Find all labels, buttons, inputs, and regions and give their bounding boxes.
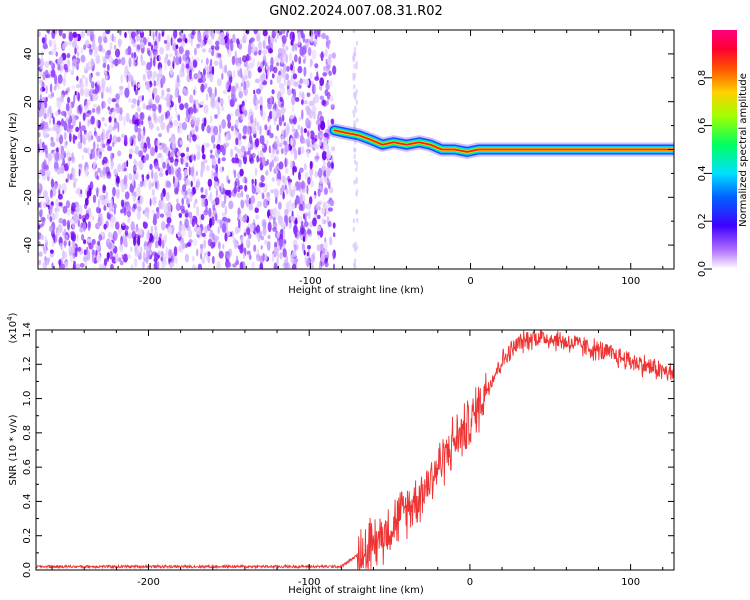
- spectrogram-x-axis-label: Height of straight line (km): [288, 285, 424, 296]
- colorbar-tick-label: 0.6: [697, 118, 708, 134]
- snr-x-tick-label: 100: [621, 577, 640, 588]
- snr-x-tick-label: 0: [467, 577, 473, 588]
- snr-y-tick-label: 0.8: [22, 425, 33, 441]
- snr-series-line: [36, 330, 674, 570]
- snr-y-axis-label: SNR (10 * v/v): [8, 414, 19, 485]
- signal-track-layer-5: [333, 129, 674, 153]
- snr-y-tick-label: 0.0: [22, 562, 33, 578]
- colorbar-tick-label: 0.2: [697, 213, 708, 229]
- spectrogram-y-tick-label: 20: [23, 95, 34, 108]
- snr-multiplier: (x104): [6, 312, 19, 343]
- snr-y-tick-label: 0.6: [22, 459, 33, 475]
- svg-text:(x104): (x104): [6, 312, 19, 343]
- noise-speckles: [38, 30, 337, 269]
- edge-noise-column: [352, 30, 359, 269]
- snr-y-tick-label: 1.0: [22, 391, 33, 407]
- snr-y-tick-label: 1.4: [22, 322, 33, 338]
- snr-x-tick-label: -100: [298, 577, 321, 588]
- snr-y-tick-label: 1.2: [22, 356, 33, 372]
- spectrogram-x-tick-label: -100: [299, 276, 322, 287]
- colorbar-label: Normalized spectral amplitude: [738, 73, 749, 227]
- spectrogram-y-tick-label: -40: [23, 237, 34, 253]
- colorbar: 0.0 0.2 0.4 0.6 0.8 Normalized spectral ampl…: [697, 30, 749, 277]
- snr-frame: [35, 329, 675, 571]
- spectrogram-y-axis-label: Frequency (Hz): [8, 112, 19, 188]
- spectrogram-x-tick-label: 0: [467, 276, 473, 287]
- snr-y-tick-label: 0.4: [22, 493, 33, 509]
- spectrogram-y-tick-label: -20: [23, 189, 34, 205]
- colorbar-tick-label: 0.8: [697, 70, 708, 86]
- colorbar-gradient: [712, 30, 737, 269]
- snr-panel: -200 -100 0 100 0.0 0.2 0.4 0.6 0.8 1.0 1.2 1.4 Hei…: [6, 312, 675, 596]
- spectrogram-x-tick-label: 100: [621, 276, 640, 287]
- snr-y-tick-label: 0.2: [22, 528, 33, 544]
- spectrogram-marks: [38, 30, 674, 269]
- colorbar-tick-label: 0.0: [697, 261, 708, 277]
- figure-title: GN02.2024.007.08.31.R02: [269, 4, 443, 19]
- snr-x-axis-label: Height of straight line (km): [288, 585, 424, 596]
- snr-x-tick-label: -200: [137, 577, 160, 588]
- spectrogram-x-tick-label: -200: [139, 276, 162, 287]
- spectrogram-y-tick-label: 0: [23, 146, 34, 152]
- spectrogram-y-tick-label: 40: [23, 48, 34, 61]
- colorbar-tick-label: 0.4: [697, 165, 708, 181]
